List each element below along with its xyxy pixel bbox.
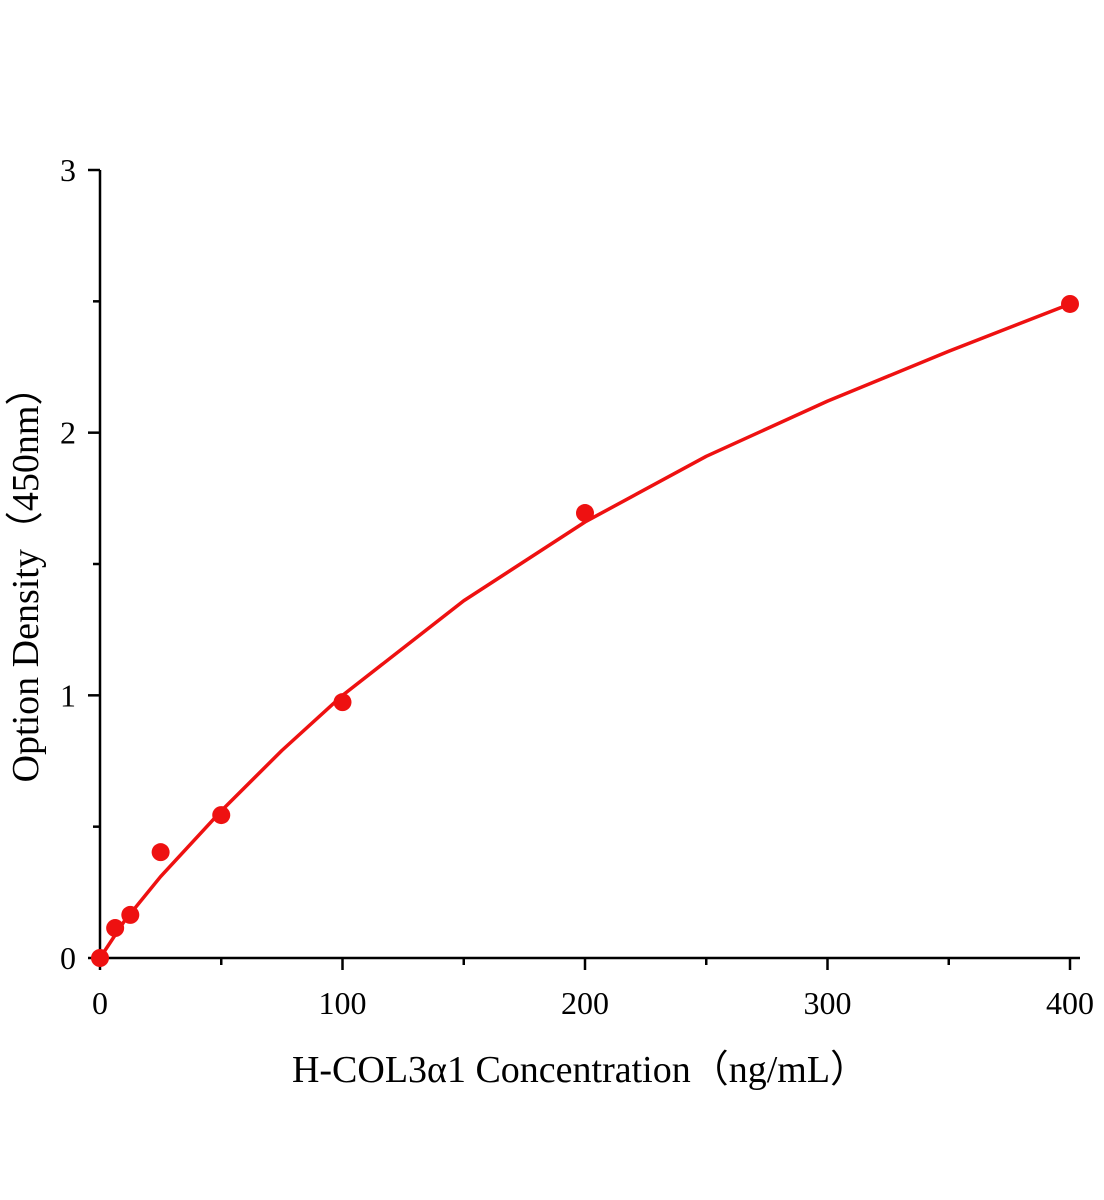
x-tick-label: 100 [319, 985, 367, 1021]
y-tick-label: 1 [60, 677, 76, 713]
data-point [151, 843, 170, 862]
fit-curve [98, 302, 1071, 959]
y-tick-label: 0 [60, 940, 76, 976]
data-point [212, 806, 231, 825]
data-point [91, 949, 109, 967]
x-tick-label: 400 [1046, 985, 1094, 1021]
data-point [333, 693, 352, 712]
data-point [121, 905, 140, 924]
x-axis-title: H-COL3α1 Concentration（ng/mL） [292, 1049, 868, 1091]
y-axis-title: Option Density（450nm） [5, 368, 47, 783]
data-point [576, 504, 594, 523]
data-point [106, 919, 125, 938]
x-tick-label: 200 [561, 985, 609, 1021]
data-point [1061, 294, 1079, 313]
x-tick-label: 300 [804, 985, 852, 1021]
y-tick-label: 3 [60, 152, 76, 188]
x-tick-label: 0 [92, 985, 108, 1021]
y-tick-label: 2 [60, 415, 76, 451]
